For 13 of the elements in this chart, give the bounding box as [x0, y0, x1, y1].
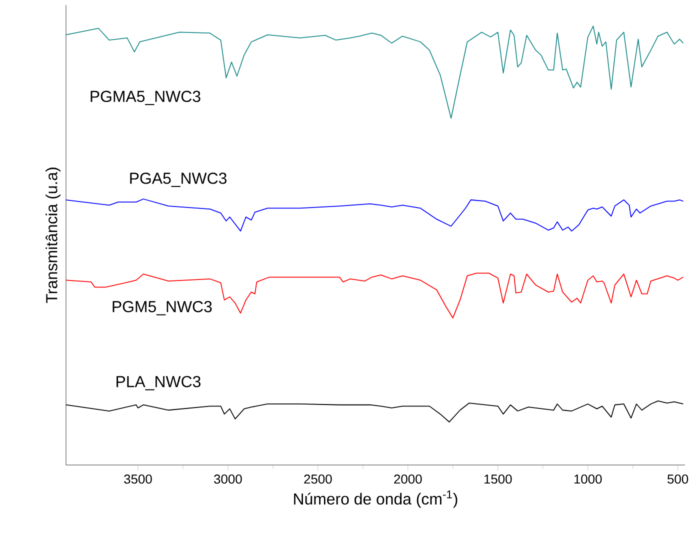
x-tick-label: 2000 [394, 474, 422, 484]
series-label: PGM5_NWC3 [112, 300, 212, 316]
x-tick-label: 3500 [124, 474, 152, 484]
series-label: PLA_NWC3 [116, 376, 200, 390]
x-axis-title: Número de onda (cm$^{-1}$) [294, 490, 458, 508]
series-label: PGA5_NWC3 [130, 172, 226, 187]
x-tick-label: 500 [668, 474, 688, 484]
x-tick-label: 1500 [484, 474, 512, 484]
series-label: PGMA5_NWC3 [90, 90, 200, 106]
x-tick-label: 2500 [304, 474, 332, 484]
x-tick-label: 3000 [214, 474, 242, 484]
x-tick-label: 1000 [574, 474, 602, 484]
y-axis-title: Transmitância (u.a) [46, 168, 60, 303]
